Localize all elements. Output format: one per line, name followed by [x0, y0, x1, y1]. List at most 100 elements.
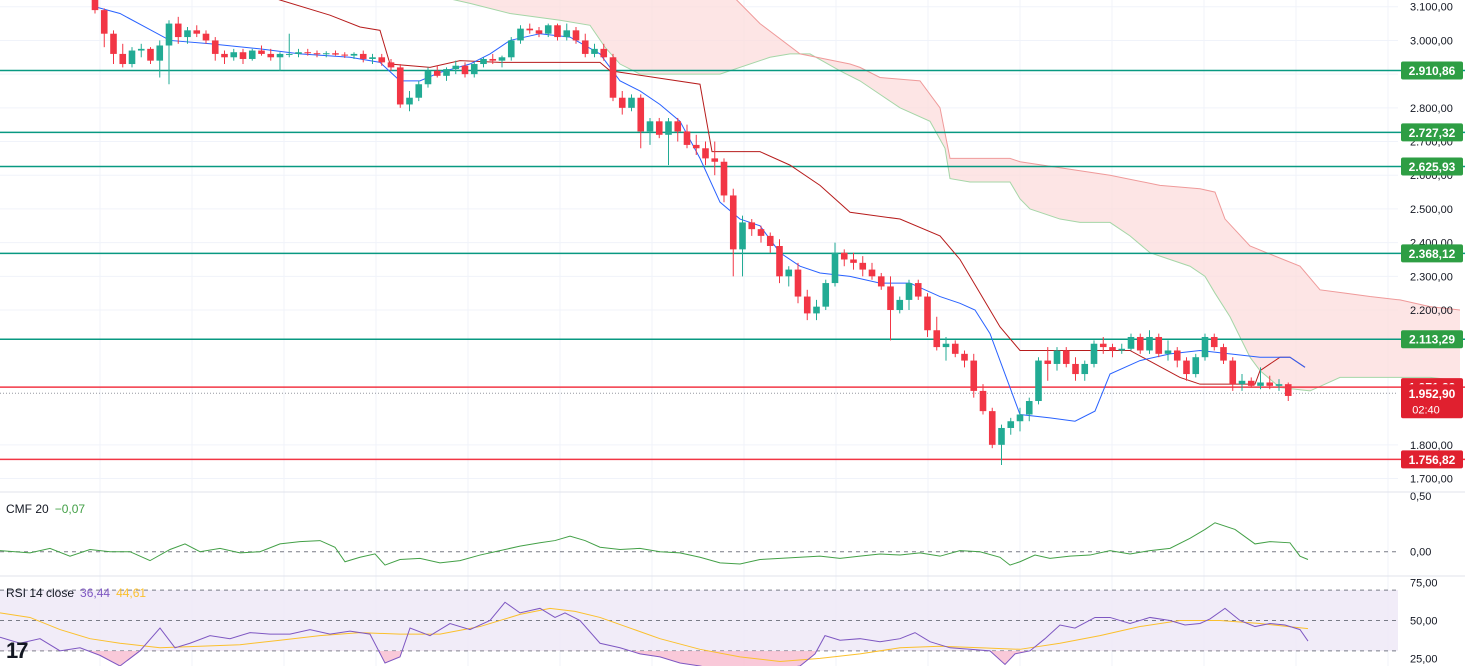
- candle-body: [803, 296, 811, 314]
- candle-body: [424, 70, 432, 85]
- cmf-value: −0,07: [54, 502, 86, 516]
- price-tick-label: 1.800,00: [1410, 440, 1453, 452]
- candle-body: [1072, 363, 1079, 375]
- candle-body: [1164, 350, 1172, 354]
- candle-body: [406, 97, 413, 105]
- rsi-tick-label: 50,00: [1410, 615, 1438, 627]
- candle-body: [692, 144, 700, 149]
- candle-body: [1192, 357, 1200, 375]
- candle-body: [776, 246, 783, 277]
- candle-body: [1275, 384, 1283, 386]
- level-badge-label: 1.756,82: [1409, 453, 1456, 467]
- candle-body: [1183, 360, 1190, 375]
- candle-body: [1238, 380, 1246, 385]
- candle-body: [415, 84, 423, 98]
- candle-body: [110, 33, 117, 54]
- candle-body: [1025, 401, 1033, 415]
- candle-body: [507, 40, 515, 58]
- candle-body: [951, 343, 959, 354]
- candle-body: [480, 58, 487, 65]
- rsi-oversold-fill: [0, 650, 1308, 666]
- cmf-title: CMF 20: [6, 502, 49, 516]
- candle-body: [378, 57, 386, 63]
- candle-body: [1201, 336, 1209, 358]
- price-tick-label: 2.200,00: [1410, 305, 1453, 317]
- candle-body: [174, 23, 182, 38]
- candle-body: [748, 222, 756, 230]
- candle-body: [988, 411, 996, 445]
- cmf-legend[interactable]: CMF 20 −0,07: [6, 502, 91, 516]
- candle-body: [1118, 348, 1126, 351]
- candle-body: [295, 52, 302, 54]
- candle-body: [1099, 343, 1107, 348]
- rsi-legend[interactable]: RSI 14 close 36,44 44,61: [6, 586, 152, 600]
- candle-body: [877, 276, 885, 287]
- candle-body: [1229, 360, 1237, 385]
- candle-body: [147, 48, 154, 61]
- candle-body: [766, 235, 774, 246]
- level-badge-label: 2.727,32: [1409, 126, 1456, 140]
- candle-body: [1007, 421, 1015, 428]
- candle-body: [1266, 382, 1274, 386]
- candle-body: [896, 299, 904, 311]
- cloud-fill: [455, 0, 1460, 391]
- candle-body: [813, 306, 820, 314]
- candle-body: [757, 229, 765, 236]
- candle-body: [156, 45, 164, 61]
- level-badge: [1401, 157, 1463, 176]
- candle-body: [646, 121, 654, 132]
- rsi-ma-line: [0, 607, 1309, 662]
- price-tick-label: 1.700,00: [1410, 474, 1453, 486]
- candle-body: [1284, 384, 1292, 396]
- candle-body: [665, 121, 672, 135]
- candle-body: [618, 97, 626, 108]
- candle-body: [600, 48, 608, 58]
- last-price-label: 1.952,90: [1409, 387, 1456, 401]
- candle-body: [729, 195, 737, 250]
- candle-body: [1127, 336, 1135, 349]
- candle-body: [970, 360, 978, 391]
- candle-body: [1062, 350, 1070, 364]
- candle-body: [914, 283, 922, 297]
- rsi-ma-value: 44,61: [116, 586, 147, 600]
- candle-body: [470, 64, 478, 75]
- candle-body: [859, 262, 867, 270]
- candle-body: [396, 67, 404, 105]
- candle-body: [961, 353, 968, 361]
- candle-body: [739, 222, 746, 250]
- price-tick-label: 2.500,00: [1410, 204, 1453, 216]
- candle-body: [822, 283, 830, 307]
- candle-body: [609, 57, 617, 98]
- candle-body: [702, 148, 709, 159]
- candle-body: [221, 53, 228, 58]
- cmf-pane: 0,50 0,00: [0, 491, 1431, 566]
- candle-body: [572, 30, 580, 41]
- price-tick-label: 3.100,00: [1410, 2, 1453, 14]
- candle-body: [924, 296, 931, 331]
- candle-body: [258, 50, 265, 54]
- level-badge-label: 2.368,12: [1409, 247, 1456, 261]
- candle-body: [720, 161, 728, 196]
- candle-body: [868, 269, 876, 277]
- candle-body: [563, 30, 571, 38]
- senkou-span-b: [735, 0, 1461, 311]
- candle-body: [387, 62, 395, 68]
- candle-body: [100, 10, 108, 34]
- kijun-sen-line: [278, 0, 1306, 385]
- candle-body: [581, 40, 589, 54]
- candle-body: [211, 40, 219, 54]
- tradingview-logo[interactable]: 17: [6, 638, 29, 663]
- candle-body: [276, 53, 284, 58]
- rsi-tick-label: 75,00: [1410, 578, 1438, 590]
- candle-body: [1173, 350, 1181, 361]
- candle-body: [794, 269, 802, 297]
- level-badge-label: 2.625,93: [1409, 160, 1456, 174]
- candle-body: [591, 48, 598, 54]
- candle-body: [1210, 336, 1218, 348]
- level-badge: [1401, 450, 1463, 469]
- candle-body: [341, 54, 349, 56]
- candle-body: [322, 53, 330, 55]
- horizontal-levels[interactable]: [0, 69, 1465, 461]
- candle-body: [785, 269, 793, 277]
